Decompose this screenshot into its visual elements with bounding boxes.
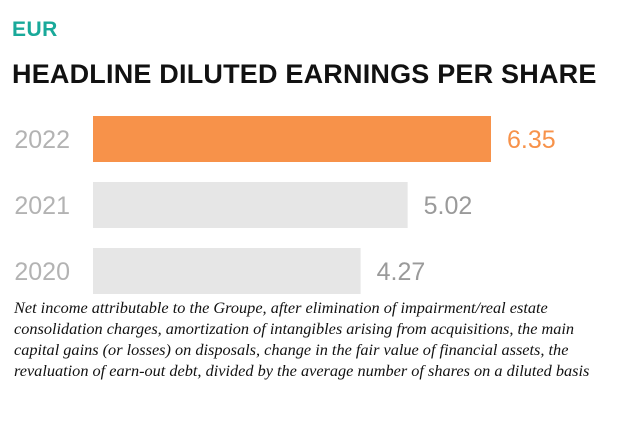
value-label-2020: 4.27 <box>377 258 426 286</box>
currency-label: EUR <box>12 18 58 41</box>
category-label-2020: 2020 <box>14 258 70 286</box>
bar-2021 <box>93 182 408 228</box>
bar-chart: 2022 6.35 2021 5.02 2020 4.27 <box>14 116 556 294</box>
bar-2022 <box>93 116 491 162</box>
category-label-2022: 2022 <box>14 126 70 154</box>
value-label-2022: 6.35 <box>507 126 556 154</box>
value-label-2021: 5.02 <box>424 192 473 220</box>
bar-2020 <box>93 248 361 294</box>
chart-title: HEADLINE DILUTED EARNINGS PER SHARE <box>12 59 597 89</box>
footnote: Net income attributable to the Groupe, a… <box>14 298 590 380</box>
category-label-2021: 2021 <box>14 192 70 220</box>
